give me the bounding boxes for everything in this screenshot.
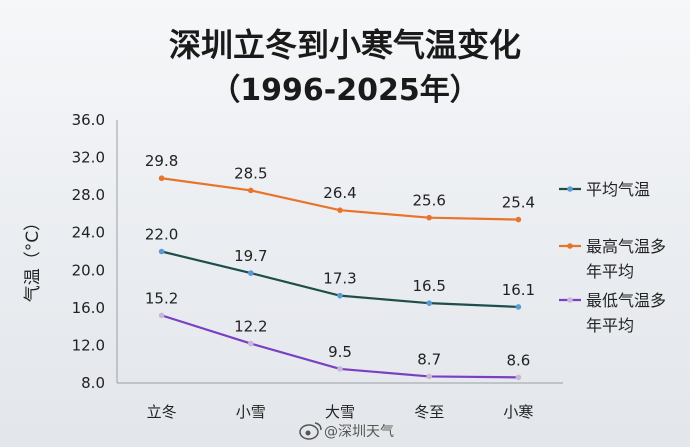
x-tick-label: 大雪 <box>325 403 355 421</box>
watermark-text: @深圳天气 <box>324 424 394 440</box>
y-tick-label: 8.0 <box>81 374 105 392</box>
data-label: 9.5 <box>328 343 352 361</box>
legend-marker <box>567 243 573 249</box>
data-label: 25.4 <box>502 194 535 212</box>
data-label: 26.4 <box>323 184 356 202</box>
chart-title: 深圳立冬到小寒气温变化 <box>169 26 521 64</box>
y-tick-label: 36.0 <box>72 111 105 129</box>
x-tick-label: 小雪 <box>236 403 266 421</box>
y-tick-label: 16.0 <box>72 299 105 317</box>
data-point <box>515 374 522 381</box>
data-point <box>515 216 522 223</box>
data-point <box>337 292 343 299</box>
data-point <box>337 207 343 213</box>
data-label: 8.7 <box>417 350 441 368</box>
data-label: 17.3 <box>323 270 356 288</box>
y-tick-label: 28.0 <box>72 186 105 204</box>
data-label: 12.2 <box>234 318 267 336</box>
weibo-logo-icon <box>299 422 322 440</box>
data-point <box>426 300 433 306</box>
watermark: @深圳天气 <box>299 422 394 440</box>
data-point <box>248 187 254 194</box>
data-point <box>248 340 254 347</box>
legend-marker <box>567 297 573 303</box>
legend-label: 年平均 <box>586 316 634 335</box>
y-tick-labels: 8.0 12.0 16.0 20.0 24.0 28.0 32.0 36.0 <box>72 111 105 392</box>
chart-subtitle: （1996-2025年） <box>210 73 479 108</box>
x-tick-label: 小寒 <box>503 403 533 421</box>
legend-label: 平均气温 <box>586 180 650 199</box>
data-label: 8.6 <box>506 351 530 369</box>
data-point <box>248 270 254 276</box>
data-point <box>158 175 165 182</box>
series-points <box>158 175 522 381</box>
x-tick-labels: 立冬 小雪 大雪 冬至 小寒 <box>147 403 534 421</box>
data-point <box>158 312 165 319</box>
data-point <box>426 214 433 221</box>
data-label: 19.7 <box>234 247 267 265</box>
data-point <box>426 373 433 380</box>
y-tick-label: 20.0 <box>72 261 105 279</box>
data-point <box>515 304 522 310</box>
data-label: 16.1 <box>502 281 535 299</box>
data-label: 25.6 <box>412 192 445 210</box>
data-label: 29.8 <box>145 152 178 170</box>
data-point <box>337 366 343 372</box>
data-point <box>158 248 165 255</box>
legend-marker <box>567 186 573 192</box>
legend-label: 最低气温多 <box>586 291 666 310</box>
legend-label: 年平均 <box>586 262 634 281</box>
data-labels: 22.0 19.7 17.3 16.5 16.1 29.8 28.5 26.4 25.6 25.4… <box>145 152 535 369</box>
y-tick-label: 32.0 <box>72 149 105 167</box>
y-tick-label: 24.0 <box>72 224 105 242</box>
x-tick-label: 立冬 <box>147 403 177 421</box>
data-label: 22.0 <box>145 226 178 244</box>
data-label: 15.2 <box>145 289 178 307</box>
data-label: 16.5 <box>412 277 445 295</box>
y-tick-label: 12.0 <box>72 336 105 354</box>
data-label: 28.5 <box>234 164 267 182</box>
x-tick-label: 冬至 <box>414 403 444 421</box>
legend-label: 最高气温多 <box>586 237 666 256</box>
y-axis-label: 气温（°C） <box>23 214 43 302</box>
